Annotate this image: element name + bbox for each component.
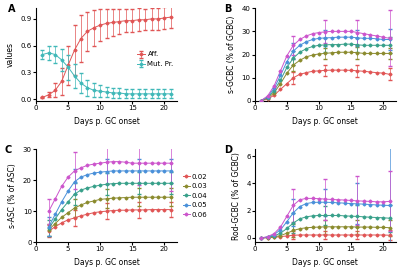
X-axis label: Days p. GC onset: Days p. GC onset [74,117,140,126]
Text: C: C [5,145,12,154]
Y-axis label: s-GCBC (% of GCBC): s-GCBC (% of GCBC) [227,16,236,93]
Legend: 0.02, 0.03, 0.04, 0.05, 0.06: 0.02, 0.03, 0.04, 0.05, 0.06 [399,30,400,79]
Legend: 0.02, 0.03, 0.04, 0.05, 0.06: 0.02, 0.03, 0.04, 0.05, 0.06 [399,171,400,220]
Y-axis label: Rod-GCBC (% of GCBC): Rod-GCBC (% of GCBC) [232,152,241,240]
X-axis label: Days p. GC onset: Days p. GC onset [74,258,140,267]
Y-axis label: values: values [6,42,15,67]
Text: B: B [224,4,231,14]
X-axis label: Days p. GC onset: Days p. GC onset [292,258,358,267]
Text: A: A [8,4,15,14]
Legend: 0.02, 0.03, 0.04, 0.05, 0.06: 0.02, 0.03, 0.04, 0.05, 0.06 [180,171,210,220]
X-axis label: Days p. GC onset: Days p. GC onset [292,117,358,126]
Y-axis label: s-ASC (% of ASC): s-ASC (% of ASC) [8,163,17,228]
Legend: Aff., Mut. Pr.: Aff., Mut. Pr. [134,49,176,70]
Text: D: D [224,145,232,154]
